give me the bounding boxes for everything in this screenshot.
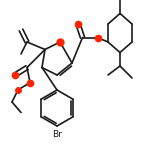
Text: Br: Br — [52, 130, 62, 139]
